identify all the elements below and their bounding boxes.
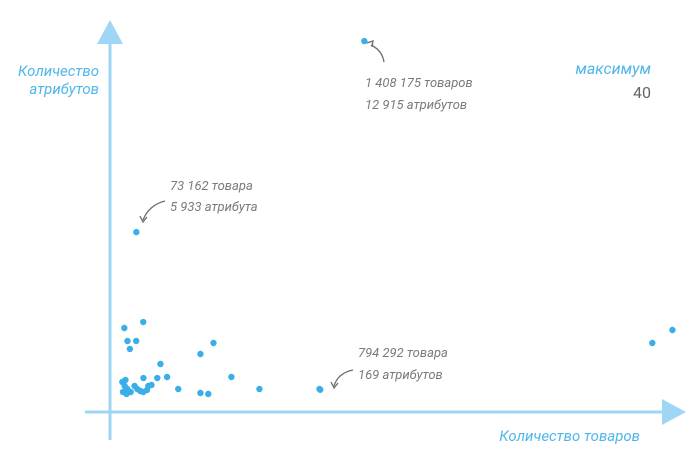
x-axis-label: Количество товаров bbox=[499, 427, 640, 445]
arrow bbox=[333, 369, 354, 387]
annotation: 169 атрибутов bbox=[358, 368, 443, 383]
point bbox=[175, 385, 182, 393]
annotation-arrows bbox=[139, 40, 385, 390]
arrowhead bbox=[366, 40, 374, 48]
stat-value: 40 bbox=[633, 83, 651, 102]
point bbox=[148, 381, 155, 389]
point bbox=[228, 373, 235, 381]
point bbox=[205, 390, 212, 398]
point bbox=[197, 350, 204, 358]
point bbox=[256, 385, 263, 393]
point bbox=[316, 385, 323, 393]
point bbox=[126, 345, 134, 353]
point bbox=[669, 326, 676, 334]
point bbox=[132, 337, 140, 345]
annotation: 73 162 товара bbox=[170, 179, 253, 194]
point bbox=[163, 373, 171, 381]
arrow bbox=[370, 44, 385, 63]
point bbox=[154, 374, 161, 382]
point bbox=[210, 339, 217, 347]
point bbox=[140, 318, 147, 326]
point bbox=[133, 228, 140, 236]
point bbox=[121, 324, 128, 332]
x-axis-arrow bbox=[662, 399, 686, 425]
annotation: 794 292 товара bbox=[358, 346, 448, 361]
annotation: 12 915 атрибутов bbox=[365, 98, 467, 113]
point bbox=[197, 389, 204, 397]
y-axis-label: атрибутов bbox=[29, 80, 99, 98]
point bbox=[131, 382, 138, 390]
axes bbox=[85, 20, 686, 440]
point bbox=[143, 386, 151, 394]
y-axis-label: Количество bbox=[18, 62, 99, 80]
arrowhead bbox=[330, 381, 339, 390]
arrowhead bbox=[139, 215, 148, 224]
y-axis-arrow bbox=[97, 20, 123, 44]
point bbox=[140, 374, 147, 382]
arrow bbox=[142, 200, 166, 221]
point bbox=[124, 337, 131, 345]
point bbox=[122, 376, 129, 384]
stat-label: максимум bbox=[575, 59, 651, 78]
annotation: 1 408 175 товаров bbox=[365, 76, 473, 91]
point bbox=[649, 339, 656, 347]
point bbox=[157, 360, 164, 368]
point bbox=[361, 37, 368, 45]
point bbox=[127, 388, 134, 396]
annotation: 5 933 атрибута bbox=[170, 200, 258, 215]
